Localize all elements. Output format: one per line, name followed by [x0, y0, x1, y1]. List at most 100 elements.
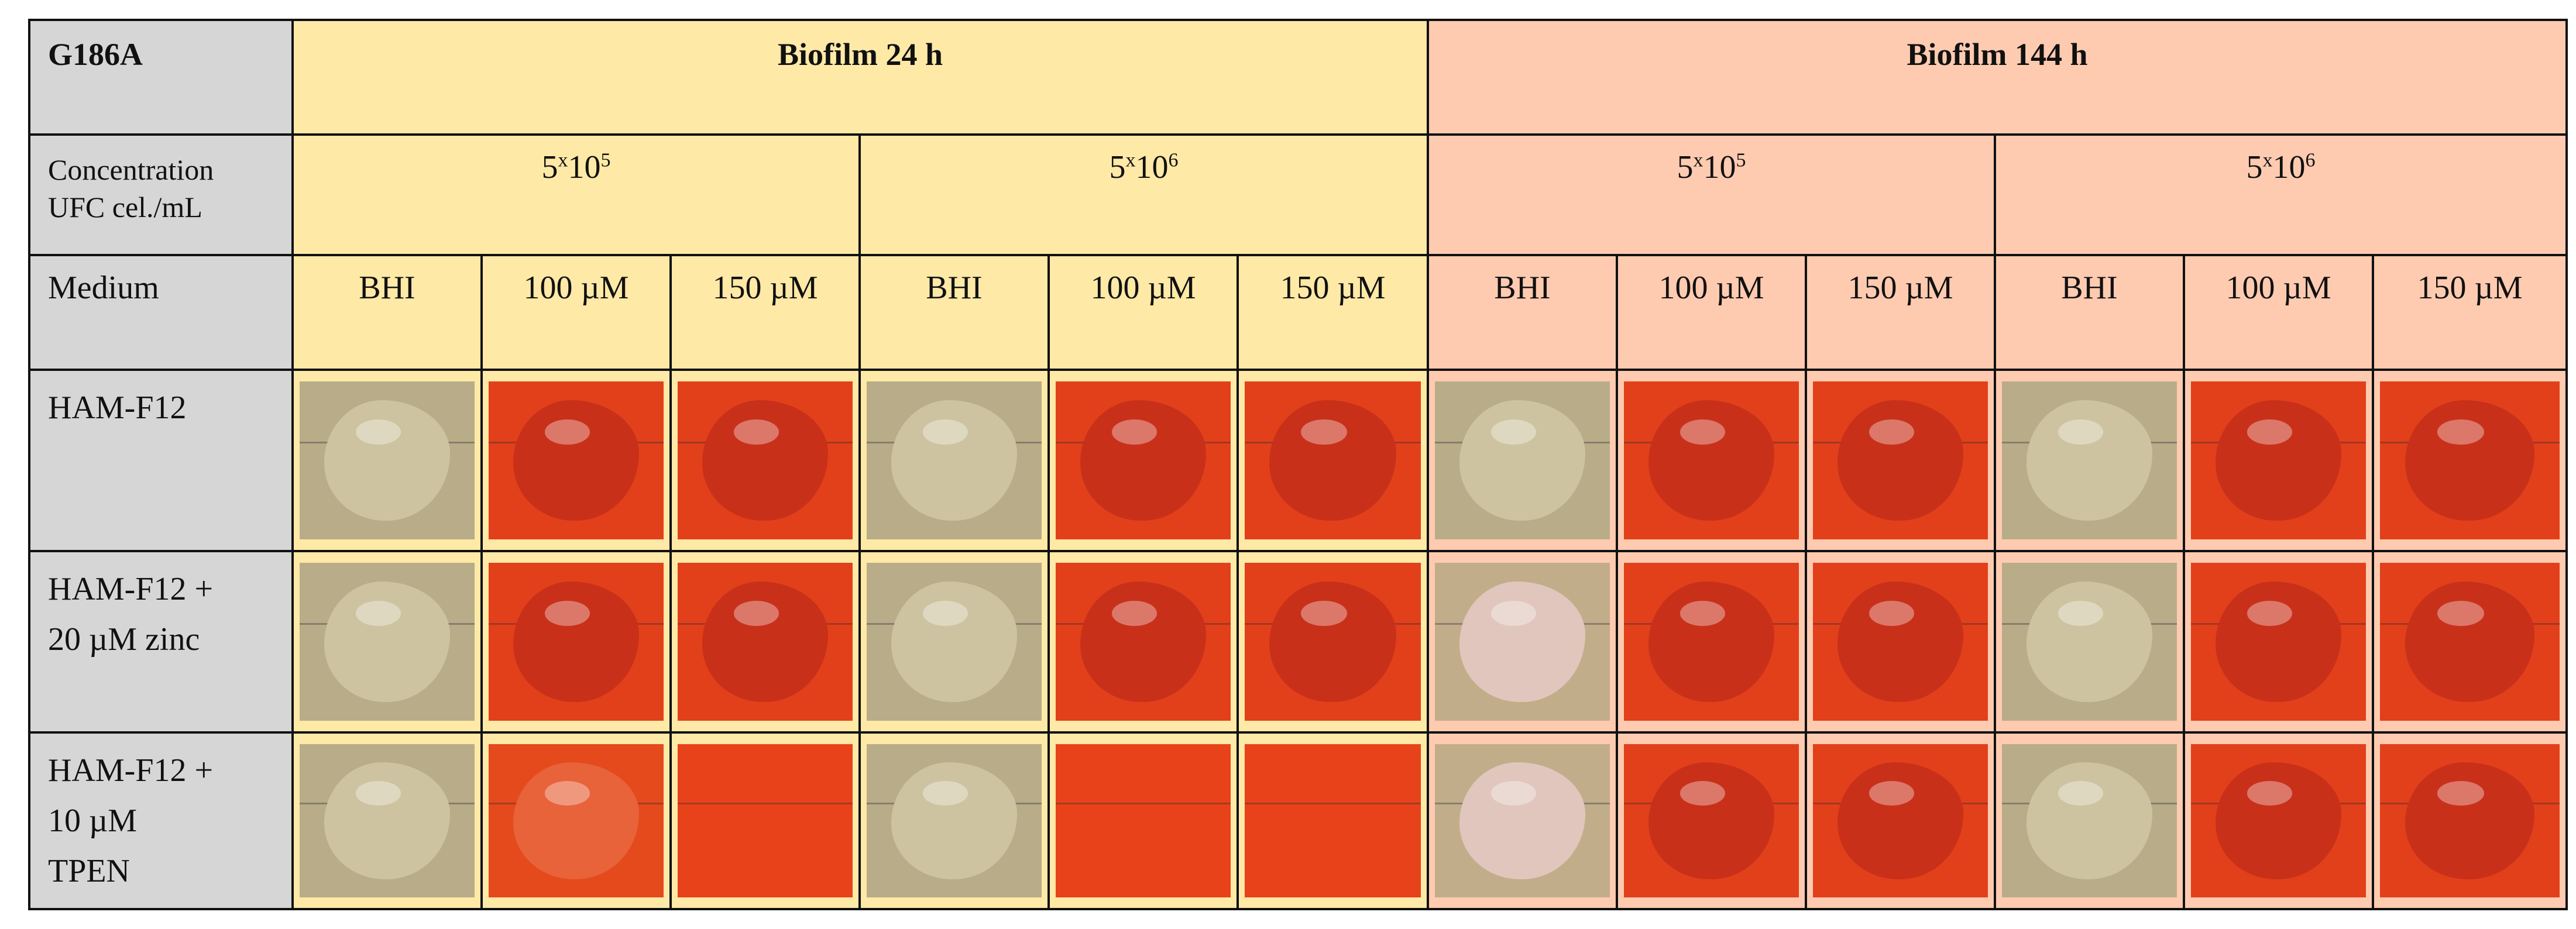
colony-highlight	[733, 419, 779, 445]
photo-cell	[1427, 550, 1618, 734]
colony-highlight	[2437, 419, 2485, 445]
colony-photo	[2191, 744, 2366, 897]
concentration-exponent: 6	[2305, 149, 2316, 171]
concentration-label-line1: Concentration	[48, 153, 214, 186]
photo-cell	[480, 550, 672, 734]
colony-photo	[1245, 744, 1421, 897]
colony-photo	[489, 381, 664, 539]
colony-blob	[324, 400, 451, 521]
photo-cell	[1616, 731, 1807, 910]
colony-blob	[1648, 762, 1775, 879]
photo-cell	[1805, 731, 1996, 910]
photo-cell	[669, 550, 861, 734]
colony-blob	[1269, 582, 1396, 702]
photo-cell	[1047, 731, 1239, 910]
colony-photo	[1056, 563, 1231, 721]
colony-highlight	[1301, 600, 1347, 626]
colony-photo	[1056, 744, 1231, 897]
colony-blob	[2405, 582, 2534, 702]
row-label-line: HAM-F12 +	[48, 752, 214, 789]
colony-photo	[1624, 381, 1799, 539]
colony-photo	[1813, 381, 1988, 539]
colony-photo	[867, 744, 1042, 897]
colony-photo	[2191, 381, 2366, 539]
photo-cell	[1805, 550, 1996, 734]
colony-blob	[1459, 400, 1586, 521]
concentration-ten: 10	[1703, 149, 1736, 185]
concentration-exponent: 6	[1168, 149, 1179, 171]
concentration-cell: 5x105	[291, 133, 861, 256]
photo-cell	[1237, 550, 1429, 734]
photo-cell	[2183, 731, 2374, 910]
medium-header: 150 µM	[669, 254, 861, 371]
colony-blob	[891, 762, 1018, 879]
concentration-label-line2: UFC cel./mL	[48, 191, 202, 223]
colony-highlight	[2437, 780, 2485, 806]
colony-blob	[1459, 582, 1586, 702]
photo-cell	[858, 550, 1050, 734]
colony-blob	[1080, 400, 1207, 521]
strain-label: G186A	[28, 19, 294, 136]
colony-highlight	[544, 780, 590, 806]
colony-blob	[1837, 400, 1964, 521]
row-label-line: TPEN	[48, 853, 130, 889]
colony-photo	[1435, 744, 1610, 897]
colony-photo	[489, 563, 664, 721]
colony-highlight	[2247, 780, 2293, 806]
photo-cell	[291, 731, 483, 910]
colony-highlight	[355, 780, 401, 806]
photo-cell	[1047, 550, 1239, 734]
photo-cell	[2372, 550, 2568, 734]
colony-highlight	[1869, 419, 1915, 445]
photo-cell	[1237, 369, 1429, 552]
colony-highlight	[1679, 600, 1726, 626]
medium-label: Medium	[28, 254, 294, 371]
medium-header: 100 µM	[480, 254, 672, 371]
photo-cell	[1427, 369, 1618, 552]
medium-header: 100 µM	[2183, 254, 2374, 371]
row-label: HAM-F12 + 20 µM zinc	[28, 550, 294, 734]
colony-blob	[702, 400, 829, 521]
colony-blob	[324, 762, 451, 879]
concentration-cell: 5x106	[1994, 133, 2568, 256]
row-label-line: HAM-F12 +	[48, 571, 214, 607]
medium-header: 150 µM	[2372, 254, 2568, 371]
colony-photo	[678, 744, 853, 897]
colony-blob	[1080, 582, 1207, 702]
photo-cell	[1616, 369, 1807, 552]
colony-highlight	[544, 600, 590, 626]
photo-cell	[1047, 369, 1239, 552]
photo-cell	[2183, 550, 2374, 734]
concentration-ten: 10	[568, 149, 601, 185]
colony-photo	[2191, 563, 2366, 721]
photo-cell	[1994, 369, 2185, 552]
colony-photo	[678, 563, 853, 721]
photo-cell	[2372, 731, 2568, 910]
colony-photo	[1624, 563, 1799, 721]
colony-photo	[489, 744, 664, 897]
colony-photo	[2380, 381, 2560, 539]
colony-highlight	[544, 419, 590, 445]
concentration-exponent: 5	[600, 149, 611, 171]
colony-photo	[1435, 381, 1610, 539]
colony-blob	[1459, 762, 1586, 879]
biofilm-table: G186A Biofilm 24 h Biofilm 144 h Concent…	[28, 19, 2568, 910]
concentration-cell: 5x105	[1427, 133, 1996, 256]
plate-line	[1245, 802, 1421, 804]
concentration-base: 5	[1109, 149, 1126, 185]
colony-highlight	[2058, 419, 2104, 445]
medium-header: BHI	[1994, 254, 2185, 371]
concentration-cell: 5x106	[858, 133, 1429, 256]
colony-blob	[1269, 400, 1396, 521]
colony-photo	[867, 381, 1042, 539]
medium-header: BHI	[1427, 254, 1618, 371]
medium-header: BHI	[291, 254, 483, 371]
colony-photo	[300, 563, 475, 721]
colony-blob	[513, 762, 640, 879]
row-label: HAM-F12	[28, 369, 294, 552]
row-label-line: 20 µM zinc	[48, 621, 200, 658]
colony-blob	[2215, 762, 2342, 879]
photo-cell	[1805, 369, 1996, 552]
colony-photo	[678, 381, 853, 539]
colony-blob	[2026, 762, 2153, 879]
